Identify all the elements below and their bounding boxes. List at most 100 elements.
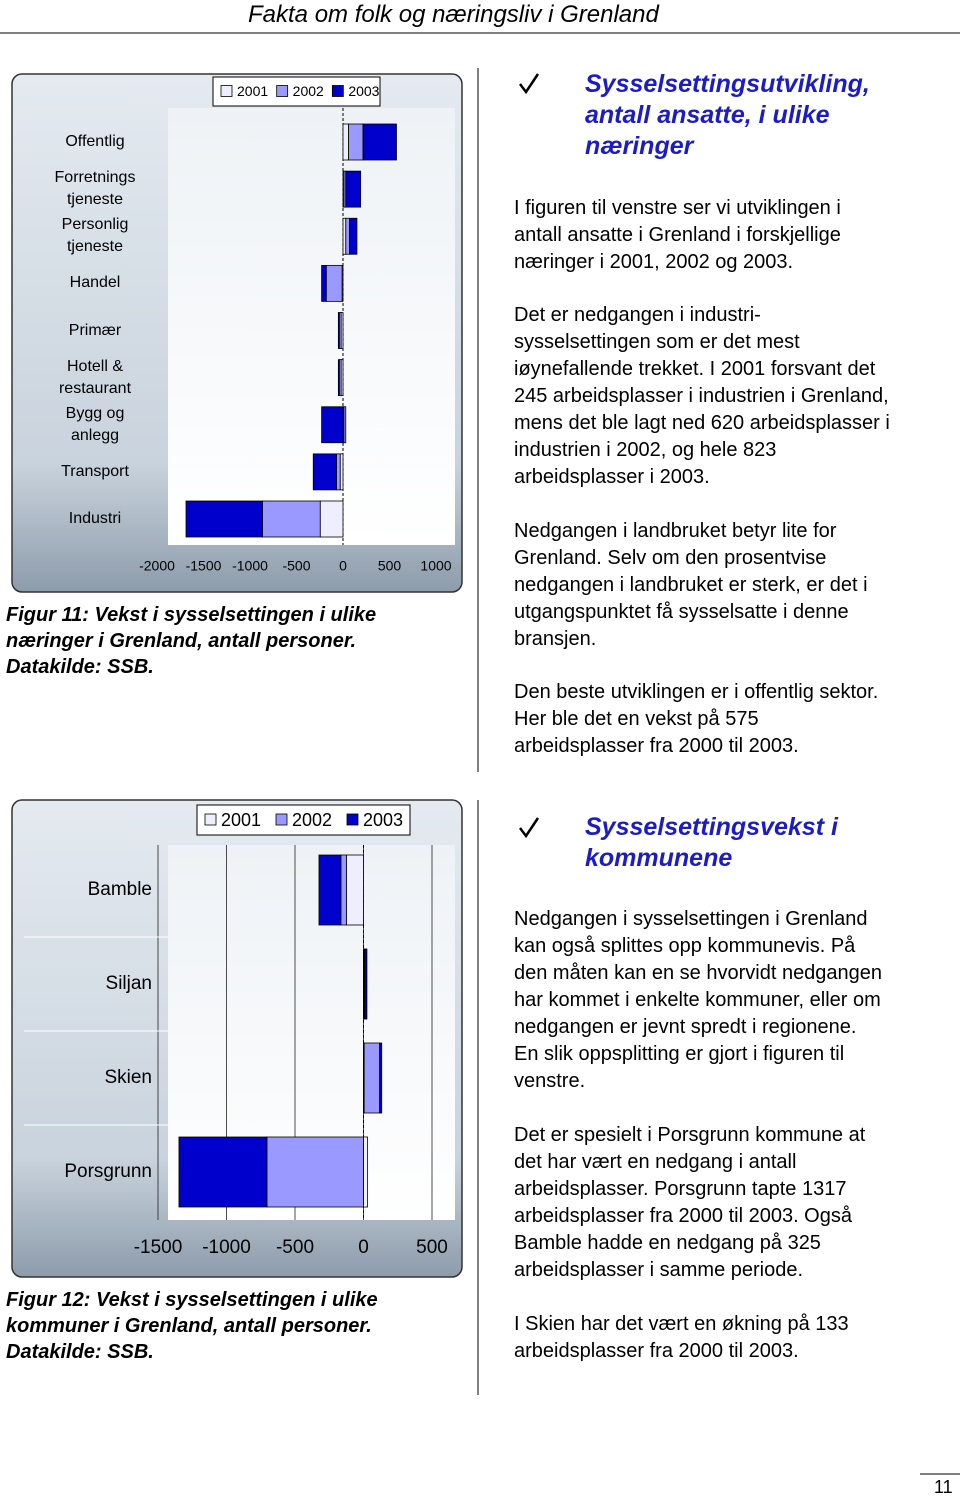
paragraph-line: næringer i 2001, 2002 og 2003. bbox=[514, 251, 794, 273]
paragraph-line: Grenland. Selv om den prosentvise bbox=[514, 547, 827, 569]
section-heading: Sysselsettingsutvikling, bbox=[585, 70, 870, 98]
bar bbox=[364, 948, 368, 1020]
bar bbox=[319, 500, 344, 538]
figure-caption: Datakilde: SSB. bbox=[6, 1341, 154, 1363]
x-tick-label: -1500 bbox=[134, 1237, 183, 1258]
bar bbox=[379, 1042, 383, 1114]
figure-caption: Figur 12: Vekst i sysselsettingen i ulik… bbox=[6, 1289, 378, 1311]
figure-caption: næringer i Grenland, antall personer. bbox=[6, 630, 357, 652]
paragraph-line: antall ansatte i Grenland i forskjellige bbox=[514, 224, 841, 246]
category-label: Bygg og anlegg bbox=[65, 404, 125, 444]
x-tick-label: -1000 bbox=[202, 1237, 251, 1258]
legend-swatch bbox=[275, 813, 288, 826]
bar bbox=[362, 123, 397, 161]
category-label: Primær bbox=[68, 321, 122, 339]
paragraph-line: arbeidsplasser i 2003. bbox=[514, 466, 710, 488]
category-label: Porsgrunn bbox=[64, 1161, 152, 1182]
bar bbox=[363, 1042, 381, 1114]
legend-label: 2003 bbox=[348, 83, 379, 99]
legend-swatch bbox=[220, 85, 233, 97]
bar bbox=[342, 217, 347, 255]
bar bbox=[339, 453, 344, 491]
bar bbox=[325, 264, 343, 302]
category-label: Transport bbox=[61, 462, 129, 480]
paragraph-line: Nedgangen i landbruket betyr lite for bbox=[514, 520, 837, 542]
x-tick-label: -1500 bbox=[186, 558, 222, 574]
check-icon bbox=[519, 73, 540, 95]
x-tick-label: 500 bbox=[416, 1237, 448, 1258]
paragraph-line: har kommet i enkelte kommuner, eller om bbox=[514, 989, 881, 1011]
bar bbox=[348, 123, 364, 161]
legend-swatch bbox=[204, 813, 217, 826]
bar bbox=[321, 406, 344, 444]
x-tick-label: -500 bbox=[276, 1237, 314, 1258]
paragraph-line: utgangspunktet få sysselsatte i denne bbox=[514, 601, 849, 623]
bar bbox=[178, 1136, 268, 1208]
paragraph-line: nedgangen i landbruket er sterk, er det … bbox=[514, 574, 868, 596]
paragraph-line: arbeidsplasser i samme periode. bbox=[514, 1259, 804, 1281]
paragraph-line: Nedgangen i sysselsettingen i Grenland bbox=[514, 908, 868, 930]
paragraph-line: bransjen. bbox=[514, 628, 597, 650]
paragraph-line: I figuren til venstre ser vi utviklingen… bbox=[514, 197, 841, 219]
paragraph-line: mens det ble lagt ned 620 arbeidsplasser… bbox=[514, 412, 890, 434]
figure-caption: kommuner i Grenland, antall personer. bbox=[6, 1315, 372, 1337]
paragraph-line: sysselsettingen som er det mest bbox=[514, 331, 800, 353]
category-label: Skien bbox=[104, 1067, 152, 1088]
bar bbox=[345, 854, 364, 926]
section-heading: kommunene bbox=[585, 844, 733, 872]
x-tick-label: 500 bbox=[378, 558, 402, 574]
bar bbox=[337, 312, 340, 349]
x-tick-label: -500 bbox=[282, 558, 310, 574]
section-heading: antall ansatte, i ulike bbox=[585, 101, 830, 129]
x-tick-label: 0 bbox=[358, 1237, 369, 1258]
legend-swatch bbox=[346, 813, 359, 826]
category-label: Personlig tjeneste bbox=[61, 216, 129, 256]
chart: -1500 -1000 -500 0 500 2001 2002 2003 bbox=[11, 799, 463, 1278]
x-tick-label: -1000 bbox=[232, 558, 268, 574]
legend-swatch bbox=[276, 85, 289, 97]
section-heading: Sysselsettingsvekst i bbox=[585, 813, 838, 841]
x-tick-label: 0 bbox=[339, 558, 347, 574]
bar bbox=[262, 500, 321, 538]
category-label: Forretnings tjeneste bbox=[54, 169, 136, 209]
paragraph-line: Her ble det en vekst på 575 bbox=[514, 708, 759, 730]
legend-label: 2001 bbox=[237, 83, 268, 99]
legend-label: 2002 bbox=[293, 83, 324, 99]
paragraph-line: venstre. bbox=[514, 1070, 586, 1092]
page-number: 11 bbox=[934, 1477, 953, 1496]
bar bbox=[340, 854, 347, 926]
paragraph-line: arbeidsplasser fra 2000 til 2003. bbox=[514, 1340, 799, 1362]
legend-swatch bbox=[331, 85, 344, 97]
bar bbox=[318, 854, 342, 926]
paragraph-line: I Skien har det vært en økning på 133 bbox=[514, 1313, 849, 1335]
paragraph-line: arbeidsplasser fra 2000 til 2003. Også bbox=[514, 1205, 852, 1227]
paragraph-line: arbeidsplasser. Porsgrunn tapte 1317 bbox=[514, 1178, 847, 1200]
figure-caption: Figur 11: Vekst i sysselsettingen i ulik… bbox=[6, 604, 377, 626]
category-label: Handel bbox=[69, 274, 121, 292]
bar bbox=[345, 170, 362, 208]
paragraph-line: Det er nedgangen i industri- bbox=[514, 304, 761, 326]
section-heading: næringer bbox=[585, 132, 694, 160]
legend-label: 2001 bbox=[221, 810, 261, 830]
paragraph-line: nedgangen er jevnt spredt i regionene. bbox=[514, 1016, 857, 1038]
paragraph-line: Den beste utviklingen er i offentlig sek… bbox=[514, 681, 879, 703]
category-label: Hotell & restaurant bbox=[58, 357, 132, 397]
legend-label: 2002 bbox=[292, 810, 332, 830]
paragraph-line: arbeidsplasser fra 2000 til 2003. bbox=[514, 735, 799, 757]
bar bbox=[321, 264, 327, 302]
bar bbox=[343, 406, 347, 444]
paragraph-line: 245 arbeidsplasser i industrien i Grenla… bbox=[514, 385, 889, 407]
paragraph-line: En slik oppsplitting er gjort i figuren … bbox=[514, 1043, 845, 1065]
x-tick-label: -2000 bbox=[139, 558, 175, 574]
bar bbox=[349, 217, 358, 255]
bar bbox=[336, 453, 341, 491]
bar bbox=[185, 500, 263, 538]
page-header: Fakta om folk og næringsliv i Grenland bbox=[248, 1, 659, 28]
category-label: Siljan bbox=[105, 973, 152, 994]
bar bbox=[363, 1136, 369, 1208]
paragraph-line: det har vært en nedgang i antall bbox=[514, 1151, 797, 1173]
paragraph-line: den måten kan en se hvorvidt nedgangen bbox=[514, 962, 883, 984]
legend-label: 2003 bbox=[363, 810, 403, 830]
